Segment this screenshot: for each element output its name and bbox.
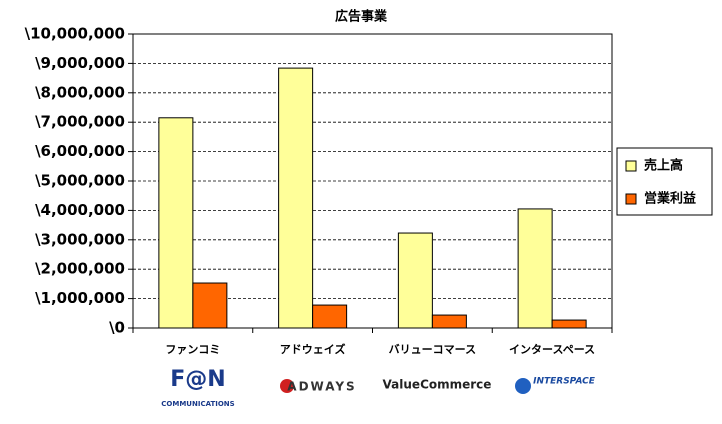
y-tick-label: \4,000,000 bbox=[35, 201, 125, 219]
legend-swatch bbox=[625, 160, 637, 172]
logo: ValueCommerce bbox=[383, 378, 492, 392]
y-tick-label: \6,000,000 bbox=[35, 142, 125, 160]
x-tick-label: アドウェイズ bbox=[280, 342, 346, 356]
x-tick-label: インタースペース bbox=[509, 343, 595, 356]
bar bbox=[517, 208, 553, 329]
logo-icon bbox=[515, 378, 531, 394]
x-tick-label: ファンコミ bbox=[165, 343, 220, 356]
logo-icon bbox=[280, 379, 294, 393]
bar bbox=[312, 304, 348, 329]
bar bbox=[158, 117, 194, 329]
bar bbox=[431, 314, 467, 329]
bar bbox=[192, 282, 228, 329]
x-tick-label: バリューコマース bbox=[389, 343, 476, 356]
y-tick-label: \8,000,000 bbox=[35, 83, 125, 101]
logo: COMMUNICATIONS bbox=[161, 400, 234, 408]
y-tick-label: \9,000,000 bbox=[35, 54, 125, 72]
bar bbox=[397, 232, 433, 329]
y-tick-label: \2,000,000 bbox=[35, 260, 125, 278]
bar bbox=[551, 319, 587, 329]
chart-title: 広告事業 bbox=[335, 9, 388, 25]
logo: ADWAYS bbox=[287, 380, 356, 394]
y-tick-label: \7,000,000 bbox=[35, 113, 125, 131]
legend-swatch bbox=[625, 193, 637, 205]
logo: F@N bbox=[170, 367, 225, 392]
y-tick-label: \10,000,000 bbox=[25, 25, 125, 43]
logos: F@N COMMUNICATIONS ADWAYS ValueCommerce … bbox=[161, 367, 595, 408]
y-tick-label: \5,000,000 bbox=[35, 172, 125, 190]
y-tick-label: \3,000,000 bbox=[35, 230, 125, 248]
logo: INTERSPACE bbox=[533, 377, 596, 387]
legend-label: 売上高 bbox=[644, 158, 683, 174]
y-tick-label: \0 bbox=[109, 319, 125, 337]
legend-label: 営業利益 bbox=[644, 191, 696, 207]
y-tick-label: \1,000,000 bbox=[35, 289, 125, 307]
bar bbox=[278, 67, 314, 329]
